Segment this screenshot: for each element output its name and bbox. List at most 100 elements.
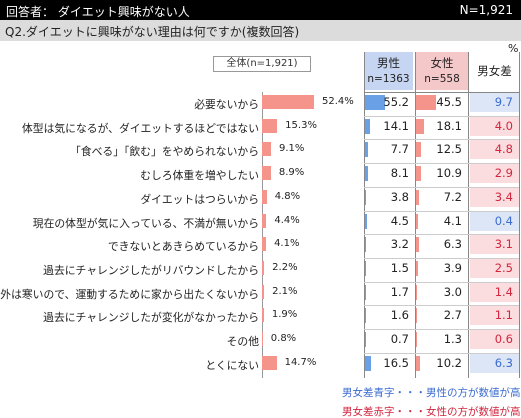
table-row-divider [364,305,519,307]
total-value-label: 2.1% [272,285,298,297]
table-row-divider [364,257,519,259]
male-value: 0.7 [390,332,409,346]
male-bar [365,355,371,371]
diff-value: 3.1 [494,237,513,252]
total-value-label: 9.1% [279,143,305,155]
female-bar [416,95,436,110]
female-cell: 18.1 [416,117,468,136]
table-row-divider [364,352,519,354]
diff-value: 1.4 [494,284,513,299]
female-value: 6.3 [443,237,462,252]
male-column-header: 男性 n=1363 [364,52,413,90]
male-cell: 1.5 [365,259,415,278]
row-label: 体型は気になるが、ダイエットするほどではない [22,121,259,135]
male-value: 7.7 [390,142,409,157]
diff-cell: 1.1 [470,306,519,326]
male-bar [365,95,385,110]
total-value-label: 0.8% [270,333,297,344]
male-bar [365,308,366,324]
table-divider-left [364,52,365,378]
table-row-divider [364,329,519,330]
table-row-divider [364,139,519,141]
diff-cell: 2.9 [470,164,519,184]
female-value: 12.5 [436,142,462,157]
male-cell: 3.2 [365,235,415,254]
total-value-label: 15.3% [285,119,317,131]
diff-cell: 2.5 [470,258,519,278]
male-cell: 4.5 [365,212,415,231]
female-bar [416,237,419,253]
female-cell: 3.9 [416,259,468,278]
diff-cell: 3.1 [470,235,519,255]
total-bar [262,213,267,228]
total-bar [262,142,272,157]
table-divider-female-diff [468,52,469,378]
diff-value: 3.4 [494,189,513,204]
diff-value: 2.5 [494,260,513,275]
female-bar [416,284,418,300]
female-bar [416,118,424,134]
diff-value: 1.1 [494,308,513,323]
table-row-divider [364,210,519,212]
diff-cell: 4.0 [470,116,519,136]
diff-cell: 4.8 [470,140,519,160]
male-bar [365,166,368,182]
male-cell: 7.7 [365,140,415,159]
diff-value: 4.0 [494,118,513,133]
female-bar [416,355,421,371]
question-title: Q2.ダイエットに興味がない理由は何ですか(複数回答) [5,25,300,39]
total-value-label: 8.9% [278,167,305,179]
male-value: 3.8 [390,189,409,204]
female-value: 1.3 [443,332,462,346]
female-cell: 6.3 [416,235,468,254]
male-bar [365,189,367,205]
female-bar [416,142,422,158]
diff-cell: 6.3 [470,353,519,373]
total-column-header: 全体(n=1,921) [213,56,311,72]
diff-cell: 1.4 [470,282,519,302]
respondent-label: 回答者： ダイエット興味がない人 [6,5,190,19]
female-bar [416,213,418,229]
total-bar [262,118,278,133]
total-value-label: 14.7% [284,356,317,368]
table-row-divider [364,92,519,93]
table-row-divider [364,163,519,165]
female-cell: 2.7 [416,306,468,325]
male-cell: 0.7 [365,330,415,349]
female-cell: 1.3 [416,330,468,349]
total-bar [262,260,265,275]
diff-value: 9.7 [494,95,513,109]
female-cell: 10.9 [416,164,468,183]
male-value: 1.7 [390,284,409,299]
note-male-higher: 男女差青字・・・男性の方が数値が高い [342,387,521,399]
row-label: 必要ないから [194,98,259,111]
female-header-n: n=558 [424,73,460,85]
male-cell: 14.1 [365,117,415,136]
note-female-higher: 男女差赤字・・・女性の方が数値が高い [342,406,521,418]
row-label: ダイエットはつらいから [140,192,259,206]
total-bar [262,355,277,370]
male-value: 55.2 [383,95,409,109]
row-label: 現在の体型が気に入っている、不満が無いから [32,216,259,230]
male-cell: 55.2 [365,93,415,112]
total-value-label: 2.2% [272,261,298,273]
female-bar [416,308,418,324]
male-header-n: n=1363 [367,73,410,85]
row-label: 過去にチャレンジしたがリバウンドしたから [43,263,259,277]
male-value: 14.1 [383,118,409,133]
table-row-divider [364,234,519,236]
male-cell: 3.8 [365,188,415,207]
total-bar [262,95,314,109]
total-value-label: 4.8% [274,190,301,202]
row-label: とくにない [205,358,259,372]
female-cell: 7.2 [416,188,468,207]
row-label: むしろ体重を増やしたい [140,169,259,183]
total-value-label: 52.4% [322,96,354,107]
male-bar [365,213,367,229]
diff-value: 2.9 [494,166,513,181]
table-divider-male-female [415,52,416,378]
total-bar [262,166,271,181]
male-value: 3.2 [390,237,409,252]
table-divider-right [519,52,520,378]
diff-value: 4.8 [494,142,513,157]
